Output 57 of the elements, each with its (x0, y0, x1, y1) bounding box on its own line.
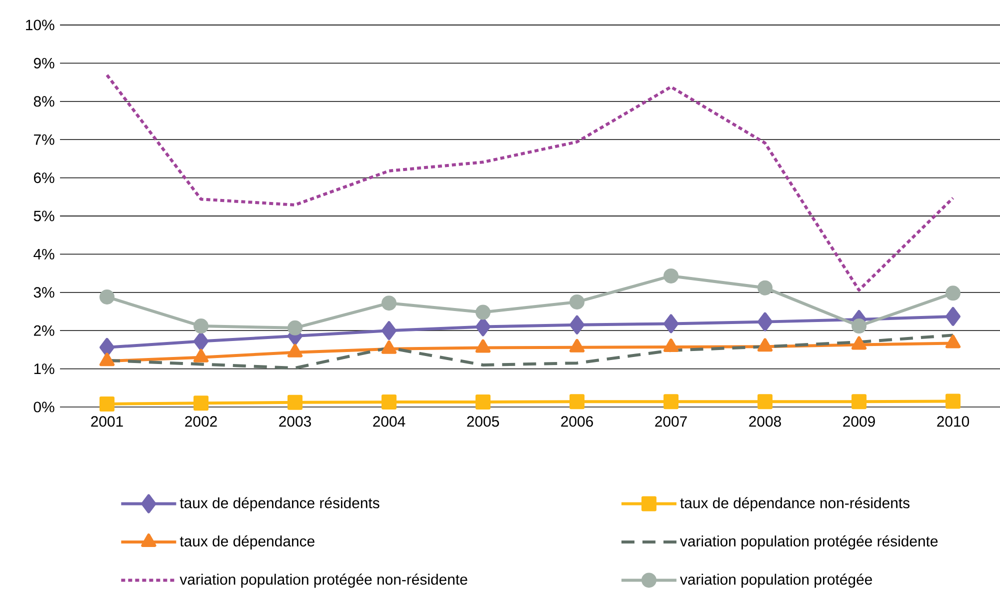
legend-label: variation population protégée (680, 574, 872, 588)
y-tick-label: 3% (34, 287, 54, 298)
point (758, 280, 773, 296)
legend-label: taux de dépendance résidents (180, 497, 380, 512)
y-tick-label: 8% (34, 96, 54, 107)
x-tick-label: 2008 (749, 416, 781, 427)
line-series (106, 74, 955, 292)
point (476, 304, 491, 320)
point (100, 338, 114, 357)
point (758, 312, 773, 332)
point (382, 394, 397, 410)
point (194, 318, 209, 334)
y-tick-label: 10% (26, 20, 54, 30)
legend-label: variation population protégée non-résidente (180, 574, 468, 588)
point (946, 306, 961, 326)
point (946, 394, 961, 409)
point (476, 317, 491, 336)
y-tick-label: 1% (34, 364, 54, 374)
x-tick-label: 2001 (91, 416, 123, 427)
point (288, 394, 303, 410)
point (664, 268, 679, 284)
point (382, 296, 397, 311)
point (852, 394, 867, 410)
point (382, 321, 397, 340)
point (570, 294, 585, 310)
point (100, 396, 114, 412)
x-tick-label: 2007 (655, 416, 687, 427)
legend-label: taux de dépendance (180, 535, 314, 550)
x-tick-label: 2003 (279, 416, 311, 427)
x-tick-label: 2002 (185, 416, 217, 427)
x-tick-label: 2009 (843, 416, 875, 427)
point (946, 286, 961, 301)
y-tick-label: 4% (34, 248, 54, 260)
point (664, 314, 679, 334)
y-tick-label: 6% (34, 172, 54, 184)
point (194, 396, 209, 411)
y-tick-label: 7% (34, 134, 54, 145)
point (664, 394, 679, 410)
point (570, 315, 585, 334)
y-tick-label: 0% (34, 402, 54, 412)
point (758, 394, 773, 410)
x-tick-label: 2004 (373, 416, 406, 427)
x-tick-label: 2010 (937, 416, 970, 427)
point (100, 289, 114, 304)
x-tick-label: 2006 (561, 416, 593, 427)
point (663, 338, 679, 352)
y-tick-label: 5% (34, 210, 54, 222)
point (194, 332, 209, 351)
point (476, 394, 491, 410)
x-tick-label: 2005 (467, 416, 499, 427)
y-tick-label: 9% (34, 58, 54, 68)
y-tick-label: 2% (34, 325, 54, 336)
point (288, 320, 303, 336)
point (570, 394, 585, 410)
legend-label: taux de dépendance non-résidents (680, 497, 910, 512)
point (852, 318, 867, 334)
legend-label: variation population protégée résidente (680, 535, 938, 550)
